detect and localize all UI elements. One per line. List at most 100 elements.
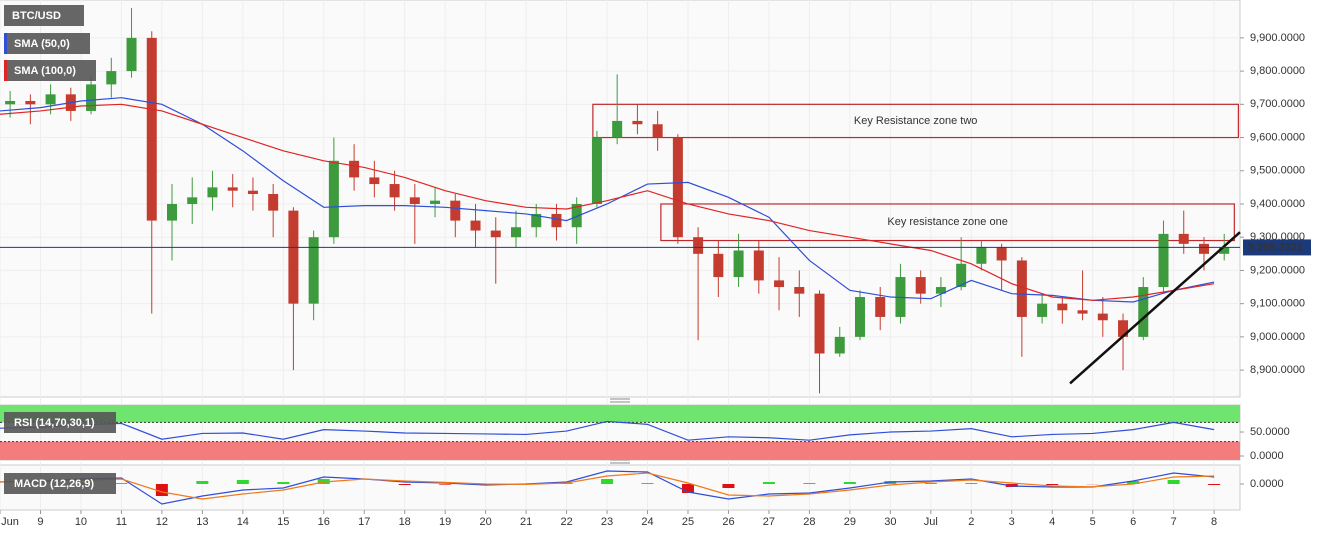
candle-body bbox=[976, 247, 987, 264]
candle-body bbox=[915, 277, 926, 294]
trend-line bbox=[1069, 231, 1241, 385]
histogram-bar bbox=[965, 483, 978, 484]
pane-title-box bbox=[4, 412, 116, 433]
legend-label: SMA (100,0) bbox=[14, 65, 76, 77]
x-tick-label: 22 bbox=[560, 516, 572, 528]
chart-title: BTC/USD bbox=[12, 10, 61, 22]
pane-title: RSI (14,70,30,1) bbox=[14, 417, 95, 429]
candle-body bbox=[1118, 320, 1129, 337]
x-tick-label: 27 bbox=[763, 516, 775, 528]
candle-body bbox=[1037, 303, 1048, 317]
y-tick-label: 9,500.0000 bbox=[1250, 165, 1305, 177]
x-tick-label: 2 bbox=[968, 516, 974, 528]
histogram-bar bbox=[762, 482, 775, 484]
candle-body bbox=[409, 197, 420, 204]
candle-body bbox=[328, 160, 339, 238]
candle-body bbox=[794, 287, 805, 294]
macd-line bbox=[0, 472, 1215, 500]
legend-swatch bbox=[4, 60, 7, 81]
candle-body bbox=[5, 100, 16, 105]
x-tick-label: 11 bbox=[116, 516, 127, 528]
y-tick-label: 0.0000 bbox=[1250, 478, 1284, 490]
candle-body bbox=[187, 197, 198, 204]
histogram-bar bbox=[1167, 480, 1180, 484]
candle-body bbox=[470, 220, 481, 231]
candle-body bbox=[652, 124, 663, 138]
candle-body bbox=[86, 84, 97, 111]
x-tick-label: 8 bbox=[1211, 516, 1217, 528]
candle-body bbox=[146, 37, 157, 221]
x-tick-label: 16 bbox=[318, 516, 330, 528]
x-tick-label: 21 bbox=[520, 516, 532, 528]
rsi-line bbox=[0, 420, 1215, 441]
title-box bbox=[4, 5, 84, 26]
candle-body bbox=[25, 100, 36, 105]
x-tick-label: 18 bbox=[399, 516, 411, 528]
candle-body bbox=[166, 203, 177, 221]
x-tick-label: 23 bbox=[601, 516, 613, 528]
candle-body bbox=[1178, 233, 1189, 244]
candle-body bbox=[510, 227, 521, 238]
label-layer: BTC/USD SMA (50,0) SMA (100,0) RSI (14,7… bbox=[1, 5, 1311, 528]
x-tick-label: 19 bbox=[439, 516, 451, 528]
candle-body bbox=[713, 253, 724, 278]
candle-body bbox=[1016, 260, 1027, 317]
candle-body bbox=[672, 137, 683, 238]
histogram-bar bbox=[924, 483, 937, 484]
oversold-band bbox=[0, 441, 1240, 460]
histogram-bar bbox=[641, 483, 654, 484]
candle-body bbox=[814, 293, 825, 354]
x-tick-label: 24 bbox=[641, 516, 653, 528]
histogram-bar bbox=[196, 481, 209, 484]
x-tick-label: 6 bbox=[1130, 516, 1136, 528]
histogram-bar bbox=[803, 483, 816, 484]
overbought-band bbox=[0, 405, 1240, 423]
candle-body bbox=[288, 210, 299, 304]
x-tick-label: 10 bbox=[75, 516, 87, 528]
x-tick-label: Jun bbox=[1, 516, 19, 528]
x-tick-label: 20 bbox=[480, 516, 492, 528]
candle-body bbox=[308, 237, 319, 304]
y-tick-label: 9,900.0000 bbox=[1250, 32, 1305, 44]
candle-body bbox=[753, 250, 764, 281]
x-tick-label: 30 bbox=[884, 516, 896, 528]
candle-body bbox=[591, 137, 602, 204]
resistance-zone bbox=[660, 203, 1235, 242]
last-price-label: 9,269.2321 bbox=[1248, 241, 1303, 253]
candle-body bbox=[956, 263, 967, 288]
histogram-bar bbox=[115, 483, 128, 484]
candle-body bbox=[531, 213, 542, 228]
y-tick-label: 9,000.0000 bbox=[1250, 331, 1305, 343]
candle-body bbox=[1097, 313, 1108, 321]
candle-body bbox=[126, 37, 137, 72]
candle-body bbox=[430, 200, 441, 204]
candle-body bbox=[571, 203, 582, 228]
candle-body bbox=[1158, 233, 1169, 288]
last-price-box bbox=[1243, 239, 1311, 256]
candle-body bbox=[268, 194, 279, 211]
histogram-bar bbox=[681, 484, 694, 493]
x-tick-label: 5 bbox=[1090, 516, 1096, 528]
histogram-bar bbox=[843, 482, 856, 484]
x-tick-label: 13 bbox=[196, 516, 208, 528]
x-tick-label: Jul bbox=[924, 516, 938, 528]
zone-label: Key resistance zone one bbox=[887, 216, 1007, 228]
x-tick-label: 9 bbox=[37, 516, 43, 528]
candle-body bbox=[106, 71, 117, 85]
candle-body bbox=[1138, 287, 1149, 337]
candle-body bbox=[632, 120, 643, 125]
main-plot-bg bbox=[0, 0, 1241, 398]
pane-title: MACD (12,26,9) bbox=[14, 478, 94, 490]
candle-body bbox=[875, 297, 886, 317]
candle-body bbox=[1077, 310, 1088, 314]
x-tick-label: 29 bbox=[844, 516, 856, 528]
x-tick-label: 25 bbox=[682, 516, 694, 528]
y-tick-label: 9,800.0000 bbox=[1250, 65, 1305, 77]
x-tick-label: 7 bbox=[1171, 516, 1177, 528]
candle-body bbox=[551, 213, 562, 228]
y-tick-label: 9,600.0000 bbox=[1250, 131, 1305, 143]
candle-body bbox=[774, 280, 785, 288]
candle-body bbox=[693, 237, 704, 254]
histogram-bar bbox=[1208, 484, 1221, 485]
legend-label: SMA (50,0) bbox=[14, 38, 70, 50]
